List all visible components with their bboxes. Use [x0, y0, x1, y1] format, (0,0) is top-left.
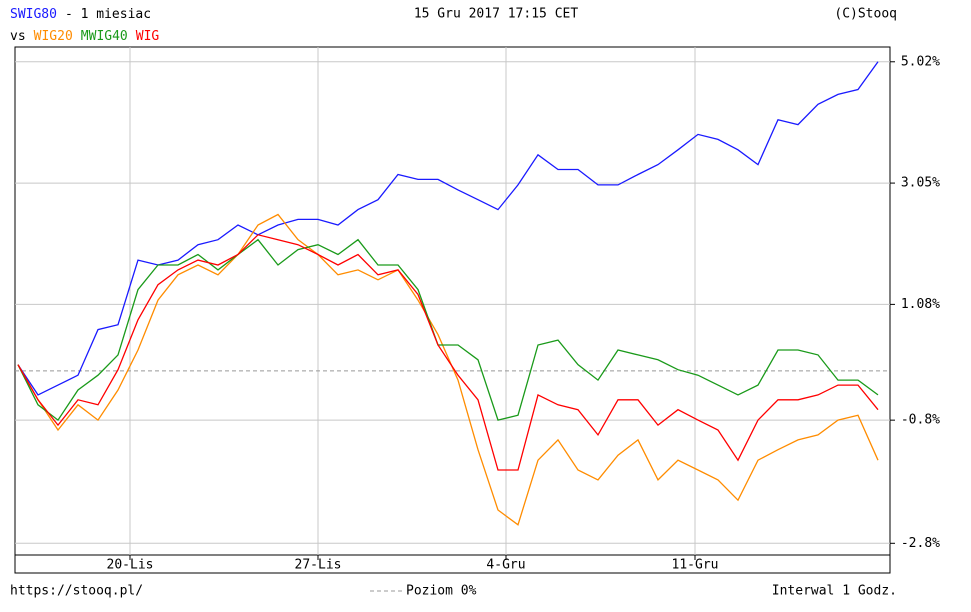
interval: Interwal 1 Godz.: [772, 584, 897, 599]
y-tick-label: 3.05%: [901, 176, 940, 191]
legend-entry: WIG: [136, 29, 160, 44]
reference-legend-label: Poziom 0%: [406, 584, 477, 599]
plot-area: [14, 46, 891, 556]
series-line: [17, 238, 879, 422]
x-tick-label: 4-Gru: [486, 558, 525, 573]
main-series-name: SWIG80: [10, 7, 57, 22]
x-tick-label: 20-Lis: [107, 558, 154, 573]
legend: vs WIG20 MWIG40 WIG: [10, 29, 159, 44]
series-line: [17, 61, 879, 396]
y-tick-label: 1.08%: [901, 297, 940, 312]
legend-entry: WIG20: [34, 29, 73, 44]
x-axis-band: [14, 554, 891, 574]
y-tick-label: -2.8%: [901, 536, 940, 551]
y-tick-label: -0.8%: [901, 413, 940, 428]
comparison-label: vs: [10, 29, 26, 44]
legend-entry: MWIG40: [81, 29, 128, 44]
source: (C)Stooq: [834, 7, 897, 22]
url: https://stooq.pl/: [10, 584, 143, 599]
timestamp: 15 Gru 2017 17:15 CET: [414, 7, 579, 22]
x-tick-label: 11-Gru: [672, 558, 719, 573]
series-line: [17, 213, 879, 526]
y-tick-label: 5.02%: [901, 54, 940, 69]
chart-header: SWIG80 - 1 miesiac: [10, 7, 151, 22]
chart-subtitle: - 1 miesiac: [65, 7, 151, 22]
x-tick-label: 27-Lis: [295, 558, 342, 573]
series-line: [17, 234, 879, 471]
